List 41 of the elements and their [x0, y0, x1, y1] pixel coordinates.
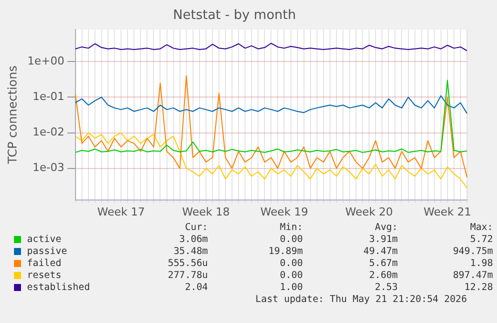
y-tick-label: 1e-03: [32, 161, 64, 174]
legend-label: resets: [26, 270, 62, 282]
x-tick-label: Week 21: [424, 205, 472, 218]
text: Max:: [469, 222, 494, 234]
text: Cur:: [184, 222, 209, 234]
text: 277.78u: [166, 270, 209, 282]
text: Min:: [278, 222, 304, 234]
legend-label: passive: [26, 246, 68, 258]
text: 1.98: [469, 258, 494, 270]
x-tick-label: Week 20: [345, 205, 393, 218]
text: 555.56u: [166, 258, 209, 270]
y-tick-label: 1e-02: [32, 126, 64, 139]
text: 5.67m: [368, 258, 399, 270]
text: 2.53: [374, 282, 399, 294]
text: Avg:: [374, 222, 399, 234]
y-tick-label: 1e+00: [27, 54, 64, 68]
x-tick-label: Week 17: [97, 205, 145, 218]
text: Last update: Thu May 21 21:20:54 2026: [255, 294, 467, 305]
text: 1.00: [278, 282, 304, 294]
x-tick-label: Week 19: [260, 205, 308, 218]
text: 12.28: [463, 282, 494, 294]
chart-title: Netstat - by month: [173, 8, 296, 24]
x-tick-label: Week 18: [182, 205, 230, 218]
text: 19.89m: [267, 246, 304, 258]
legend-label: active: [26, 234, 62, 246]
text: 35.48m: [172, 246, 209, 258]
y-axis-title: TCP connections: [5, 65, 20, 165]
text: 3.91m: [368, 234, 399, 246]
legend-label: failed: [26, 258, 62, 270]
text: 2.04: [184, 282, 209, 294]
text: 49.47m: [362, 246, 399, 258]
text: 0.00: [278, 234, 304, 246]
text: 897.47m: [452, 270, 494, 282]
text: 0.00: [278, 270, 304, 282]
text: 2.60m: [368, 270, 399, 282]
y-tick-label: 1e-01: [32, 90, 64, 104]
text: 0.00: [278, 258, 304, 270]
text: 3.06m: [178, 234, 209, 246]
legend-label: established: [26, 282, 91, 294]
text: 5.72: [469, 234, 494, 246]
text: 949.75m: [452, 246, 494, 258]
